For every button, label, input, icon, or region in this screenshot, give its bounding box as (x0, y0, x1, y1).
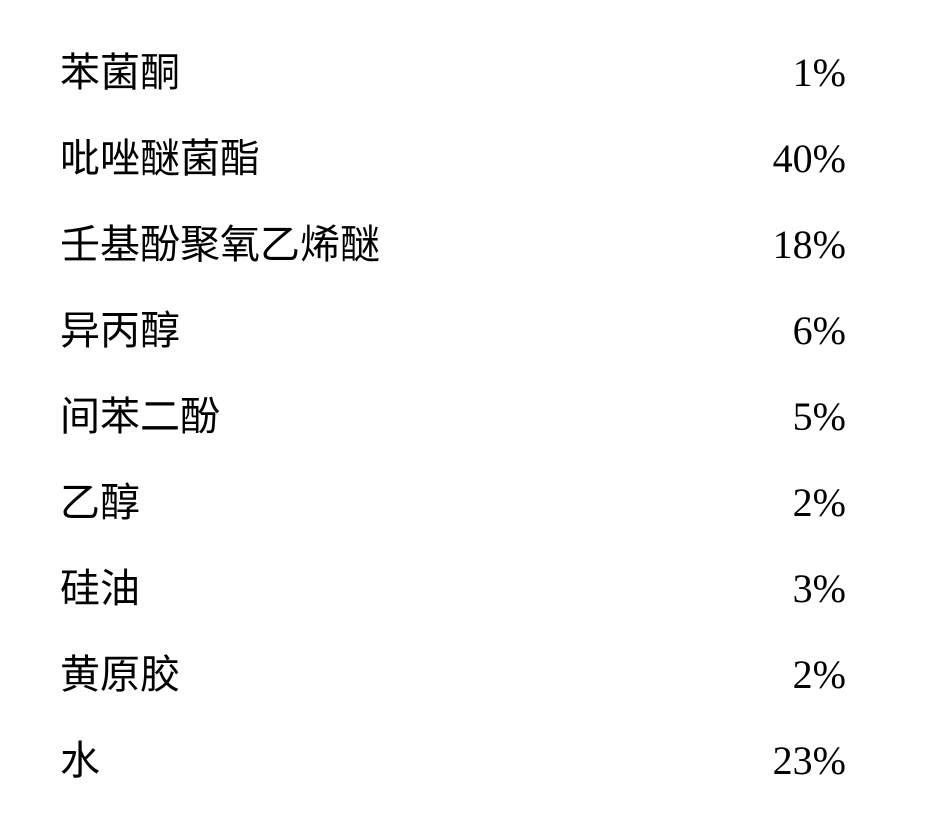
ingredient-value: 18% (773, 202, 846, 288)
ingredient-label: 硅油 (60, 546, 140, 632)
ingredient-label: 黄原胶 (60, 632, 180, 718)
table-row: 间苯二酚 5% (60, 374, 846, 460)
table-row: 异丙醇 6% (60, 288, 846, 374)
ingredient-value: 5% (793, 374, 846, 460)
table-row: 硅油 3% (60, 546, 846, 632)
ingredient-value: 2% (793, 460, 846, 546)
ingredient-label: 异丙醇 (60, 288, 180, 374)
ingredient-value: 3% (793, 546, 846, 632)
ingredient-label: 吡唑醚菌酯 (60, 116, 260, 202)
ingredient-label: 苯菌酮 (60, 30, 180, 116)
table-row: 壬基酚聚氧乙烯醚 18% (60, 202, 846, 288)
ingredient-value: 40% (773, 116, 846, 202)
table-row: 苯菌酮 1% (60, 30, 846, 116)
table-row: 乙醇 2% (60, 460, 846, 546)
table-row: 黄原胶 2% (60, 632, 846, 718)
composition-table: 苯菌酮 1% 吡唑醚菌酯 40% 壬基酚聚氧乙烯醚 18% 异丙醇 6% 间苯二… (60, 30, 846, 804)
ingredient-label: 壬基酚聚氧乙烯醚 (60, 202, 380, 288)
ingredient-label: 水 (60, 718, 100, 804)
ingredient-label: 间苯二酚 (60, 374, 220, 460)
ingredient-value: 23% (773, 718, 846, 804)
ingredient-value: 1% (793, 30, 846, 116)
ingredient-label: 乙醇 (60, 460, 140, 546)
ingredient-value: 2% (793, 632, 846, 718)
ingredient-value: 6% (793, 288, 846, 374)
table-row: 吡唑醚菌酯 40% (60, 116, 846, 202)
table-row: 水 23% (60, 718, 846, 804)
